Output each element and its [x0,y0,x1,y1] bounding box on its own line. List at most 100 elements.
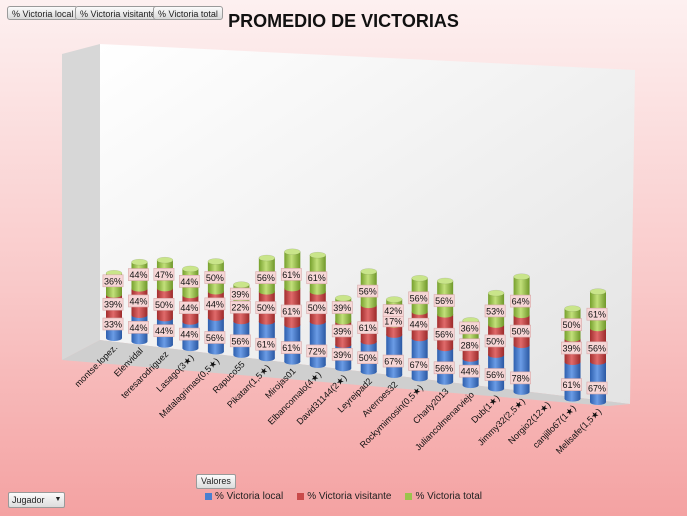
data-label-text: 36% [461,323,479,333]
data-label: 56% [433,294,455,307]
bar-local-bottom [488,385,505,392]
data-label-box [280,268,302,281]
bar-local-bottom [131,338,148,345]
bar-visitante-bottom [233,318,250,325]
data-label-box [204,297,226,311]
data-label-text: 56% [231,336,249,346]
data-label-text: 64% [512,297,530,307]
bar-total-bottom [284,285,301,292]
bar-top-cap [589,288,607,295]
bar-visitante-bottom [386,331,403,338]
filter-chip-total[interactable]: % Victoria total [153,6,223,20]
data-label-text: 44% [410,320,428,330]
bar-top-cap [385,296,403,303]
data-label: 61% [280,341,302,354]
side-wall [62,44,100,360]
legend-label-total: % Victoria total [415,491,482,502]
bar-local-bottom [156,341,173,348]
bar-stack: 39% 39% 39% [331,294,353,372]
bar-stack: 56% 50% 53% [484,289,506,392]
data-label: 53% [484,304,506,318]
bar-visitante-bottom [590,358,606,365]
bar-visitante-bottom [207,314,224,321]
jugador-dropdown-label: Jugador [12,495,45,505]
bar-stack: 61% 39% 50% [561,305,582,402]
legend-swatch-visitante [297,493,305,500]
data-label: 61% [255,337,277,351]
data-label: 44% [204,297,226,311]
bar-stack: 44% 44% 44% [128,258,149,345]
bar-visitante-bottom [156,315,173,322]
data-label-text: 33% [104,320,122,330]
data-label-box [255,301,277,314]
data-label-box [561,318,582,331]
data-label-text: 56% [410,293,428,303]
data-label-box [382,354,404,368]
data-label-text: 39% [104,300,122,310]
bar-total-bottom [207,288,224,295]
bar-local-bottom [513,388,530,395]
data-label-box [561,341,582,355]
data-label-text: 28% [461,340,479,350]
jugador-dropdown[interactable]: Jugador ▼ [8,492,66,508]
bar-local-bottom [258,355,275,362]
data-label-box [280,341,302,354]
legend-item-local[interactable]: % Victoria local [205,491,283,502]
data-label-box [408,291,430,305]
bar-stack: 61% 50% 56% [255,254,277,362]
data-label-box [306,271,328,285]
bar-top-cap [182,265,199,273]
data-label: 36% [102,274,124,288]
data-label-box [128,294,149,308]
legend-label-local: % Victoria local [215,491,284,502]
data-label-text: 44% [129,323,147,333]
data-label-box [382,304,404,317]
data-label-box [484,334,506,348]
data-label: 44% [153,324,175,338]
bar-local-bottom [564,395,581,402]
data-label-text: 44% [129,270,147,280]
data-label: 44% [179,301,200,315]
data-label-text: 44% [206,299,224,309]
bar-local [309,321,326,365]
data-label: 50% [357,351,379,364]
bar-top-cap [487,289,505,297]
data-label-text: 44% [180,277,198,287]
bar-local-bottom [335,365,352,372]
data-label-box [484,304,506,318]
valores-button[interactable]: Valores [196,474,236,489]
data-label-text: 39% [231,290,249,300]
data-label-box [561,378,582,391]
data-label-box [586,341,608,355]
data-label: 50% [204,271,226,284]
data-label: 47% [153,268,175,281]
legend-item-visitante[interactable]: % Victoria visitante [297,491,391,502]
data-label-box [179,327,200,341]
data-label-text: 39% [333,326,351,336]
bar-local-bottom [411,375,428,382]
data-label-text: 67% [410,360,428,370]
data-label-text: 22% [231,303,249,313]
data-label-box [204,271,226,284]
bar-top-cap [233,281,250,288]
bar-total-bottom [513,312,530,319]
bar-top-cap [335,294,352,302]
data-label: 67% [408,358,430,371]
data-label: 61% [280,304,302,318]
data-label-text: 61% [563,380,581,390]
bar-visitante-bottom [462,355,479,362]
bar-stack: 67% 56% 61% [586,288,608,405]
legend-item-total[interactable]: % Victoria total [405,491,482,502]
bar-top-cap [131,258,148,266]
data-label-text: 56% [359,287,377,297]
data-label: 56% [229,334,251,348]
data-label-text: 50% [257,303,275,313]
bar-stack: 56% 22% 39% [229,281,251,358]
data-label-box [102,297,124,311]
data-label-text: 44% [180,303,198,313]
data-label: 72% [306,344,328,358]
bar-local-bottom [437,378,454,385]
bar-total-bottom [106,291,122,298]
data-label: 42% [382,304,404,317]
bar-local-bottom [106,335,122,341]
